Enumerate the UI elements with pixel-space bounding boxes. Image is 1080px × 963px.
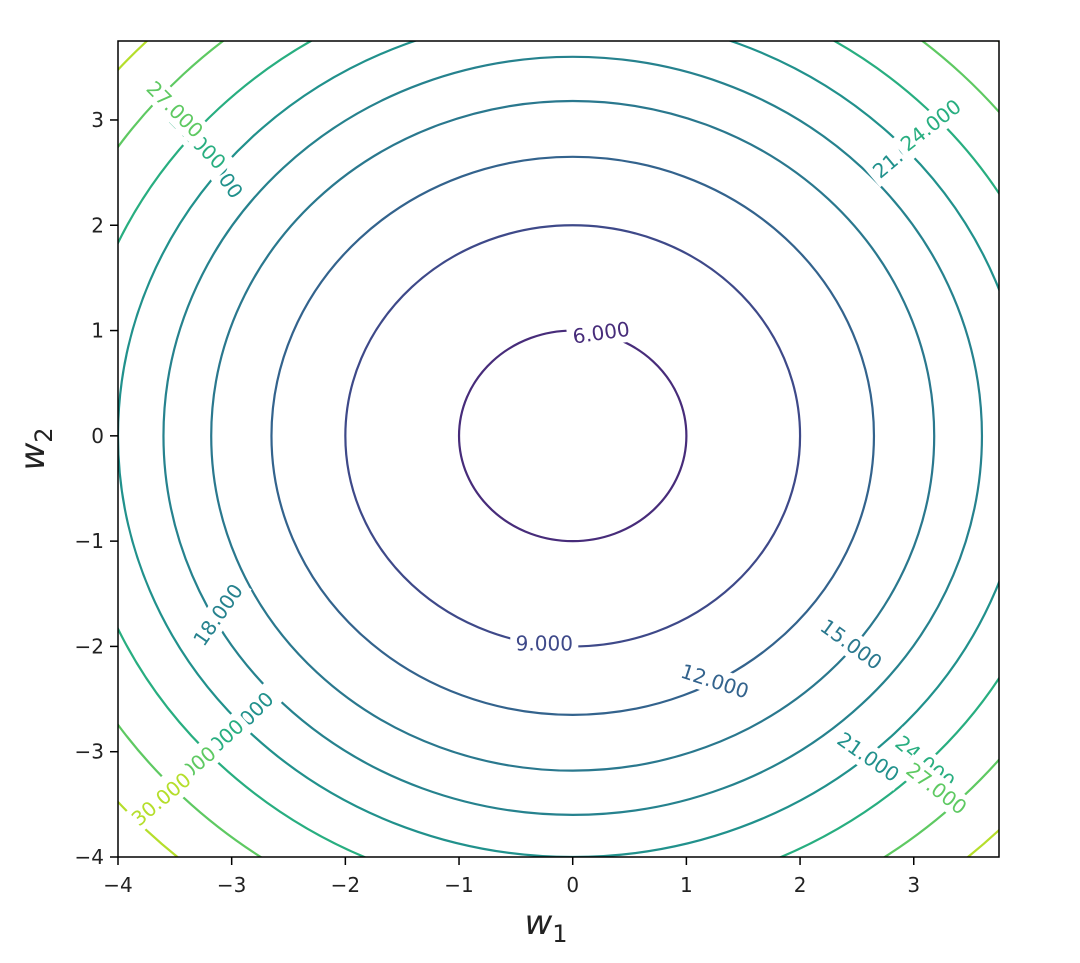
contour-line-9	[344, 224, 802, 648]
y-tick-label: −3	[75, 740, 104, 764]
contour-label: 18.000	[188, 579, 248, 650]
x-tick-label: −1	[444, 873, 473, 897]
y-axis-label-base: w	[13, 443, 53, 471]
contour-label-gap	[891, 90, 971, 161]
contour-label-group: 6.000	[565, 315, 637, 351]
x-axis-label-subscript: 1	[552, 920, 567, 948]
plot-frame	[117, 40, 1000, 858]
contour-label-group: 9.000	[510, 630, 579, 657]
contour-labels: 6.0009.00012.00015.00018.00021.00021.000…	[122, 71, 977, 835]
contour-label-gap	[811, 610, 892, 679]
contour-label-gap	[565, 315, 637, 351]
y-tick-label: 3	[91, 108, 104, 132]
contour-line-18	[162, 55, 984, 816]
contour-label-gap	[184, 574, 252, 656]
y-tick-label: −2	[75, 634, 104, 658]
contour-label-group: 18.000	[184, 574, 252, 656]
contour-line-21	[118, 41, 999, 857]
contour-label: 15.000	[816, 614, 887, 675]
y-tick-label: 0	[91, 424, 104, 448]
contour-label-group: 21.000	[828, 723, 909, 791]
y-tick-label: 1	[91, 319, 104, 343]
y-tick-label: −1	[75, 529, 104, 553]
y-tick-label: 2	[91, 213, 104, 237]
x-axis-label: w1	[524, 903, 567, 948]
y-axis-label-subscript: 2	[30, 427, 58, 442]
contour-label-gap	[828, 723, 909, 791]
contour-line-6	[457, 329, 688, 543]
contour-label-gap	[137, 71, 213, 147]
x-tick-label: 3	[907, 873, 920, 897]
contour-label-gap	[510, 630, 579, 657]
contour-label-group: 30.000	[122, 763, 201, 835]
x-tick-label: −3	[217, 873, 246, 897]
contour-label: 9.000	[516, 631, 573, 655]
contour-label-gap	[122, 763, 201, 835]
x-tick-label: 1	[680, 873, 693, 897]
x-tick-label: 2	[794, 873, 807, 897]
x-tick-label: −2	[331, 873, 360, 897]
y-axis-ticks: −4 −3 −2 −1 0 1 2 3	[75, 108, 118, 869]
contour-label: 24.000	[896, 94, 966, 156]
contour-label-gap	[896, 753, 977, 824]
contour-line-12	[270, 155, 876, 716]
contour-label-group: 15.000	[811, 610, 892, 679]
x-axis-label-base: w	[524, 903, 552, 943]
contour-label-gap	[672, 656, 757, 706]
contour-label: 12.000	[678, 659, 752, 703]
x-tick-label: 0	[566, 873, 579, 897]
y-axis-label: w2	[13, 427, 58, 470]
contour-label: 6.000	[571, 317, 631, 349]
contour-line-15	[210, 99, 936, 772]
x-axis-ticks: −4 −3 −2 −1 0 1 2 3	[103, 857, 920, 897]
x-tick-label: −4	[103, 873, 132, 897]
contour-label-group: 12.000	[672, 656, 757, 706]
contour-label-group: 24.000	[891, 90, 971, 161]
y-tick-label: −4	[75, 845, 104, 869]
